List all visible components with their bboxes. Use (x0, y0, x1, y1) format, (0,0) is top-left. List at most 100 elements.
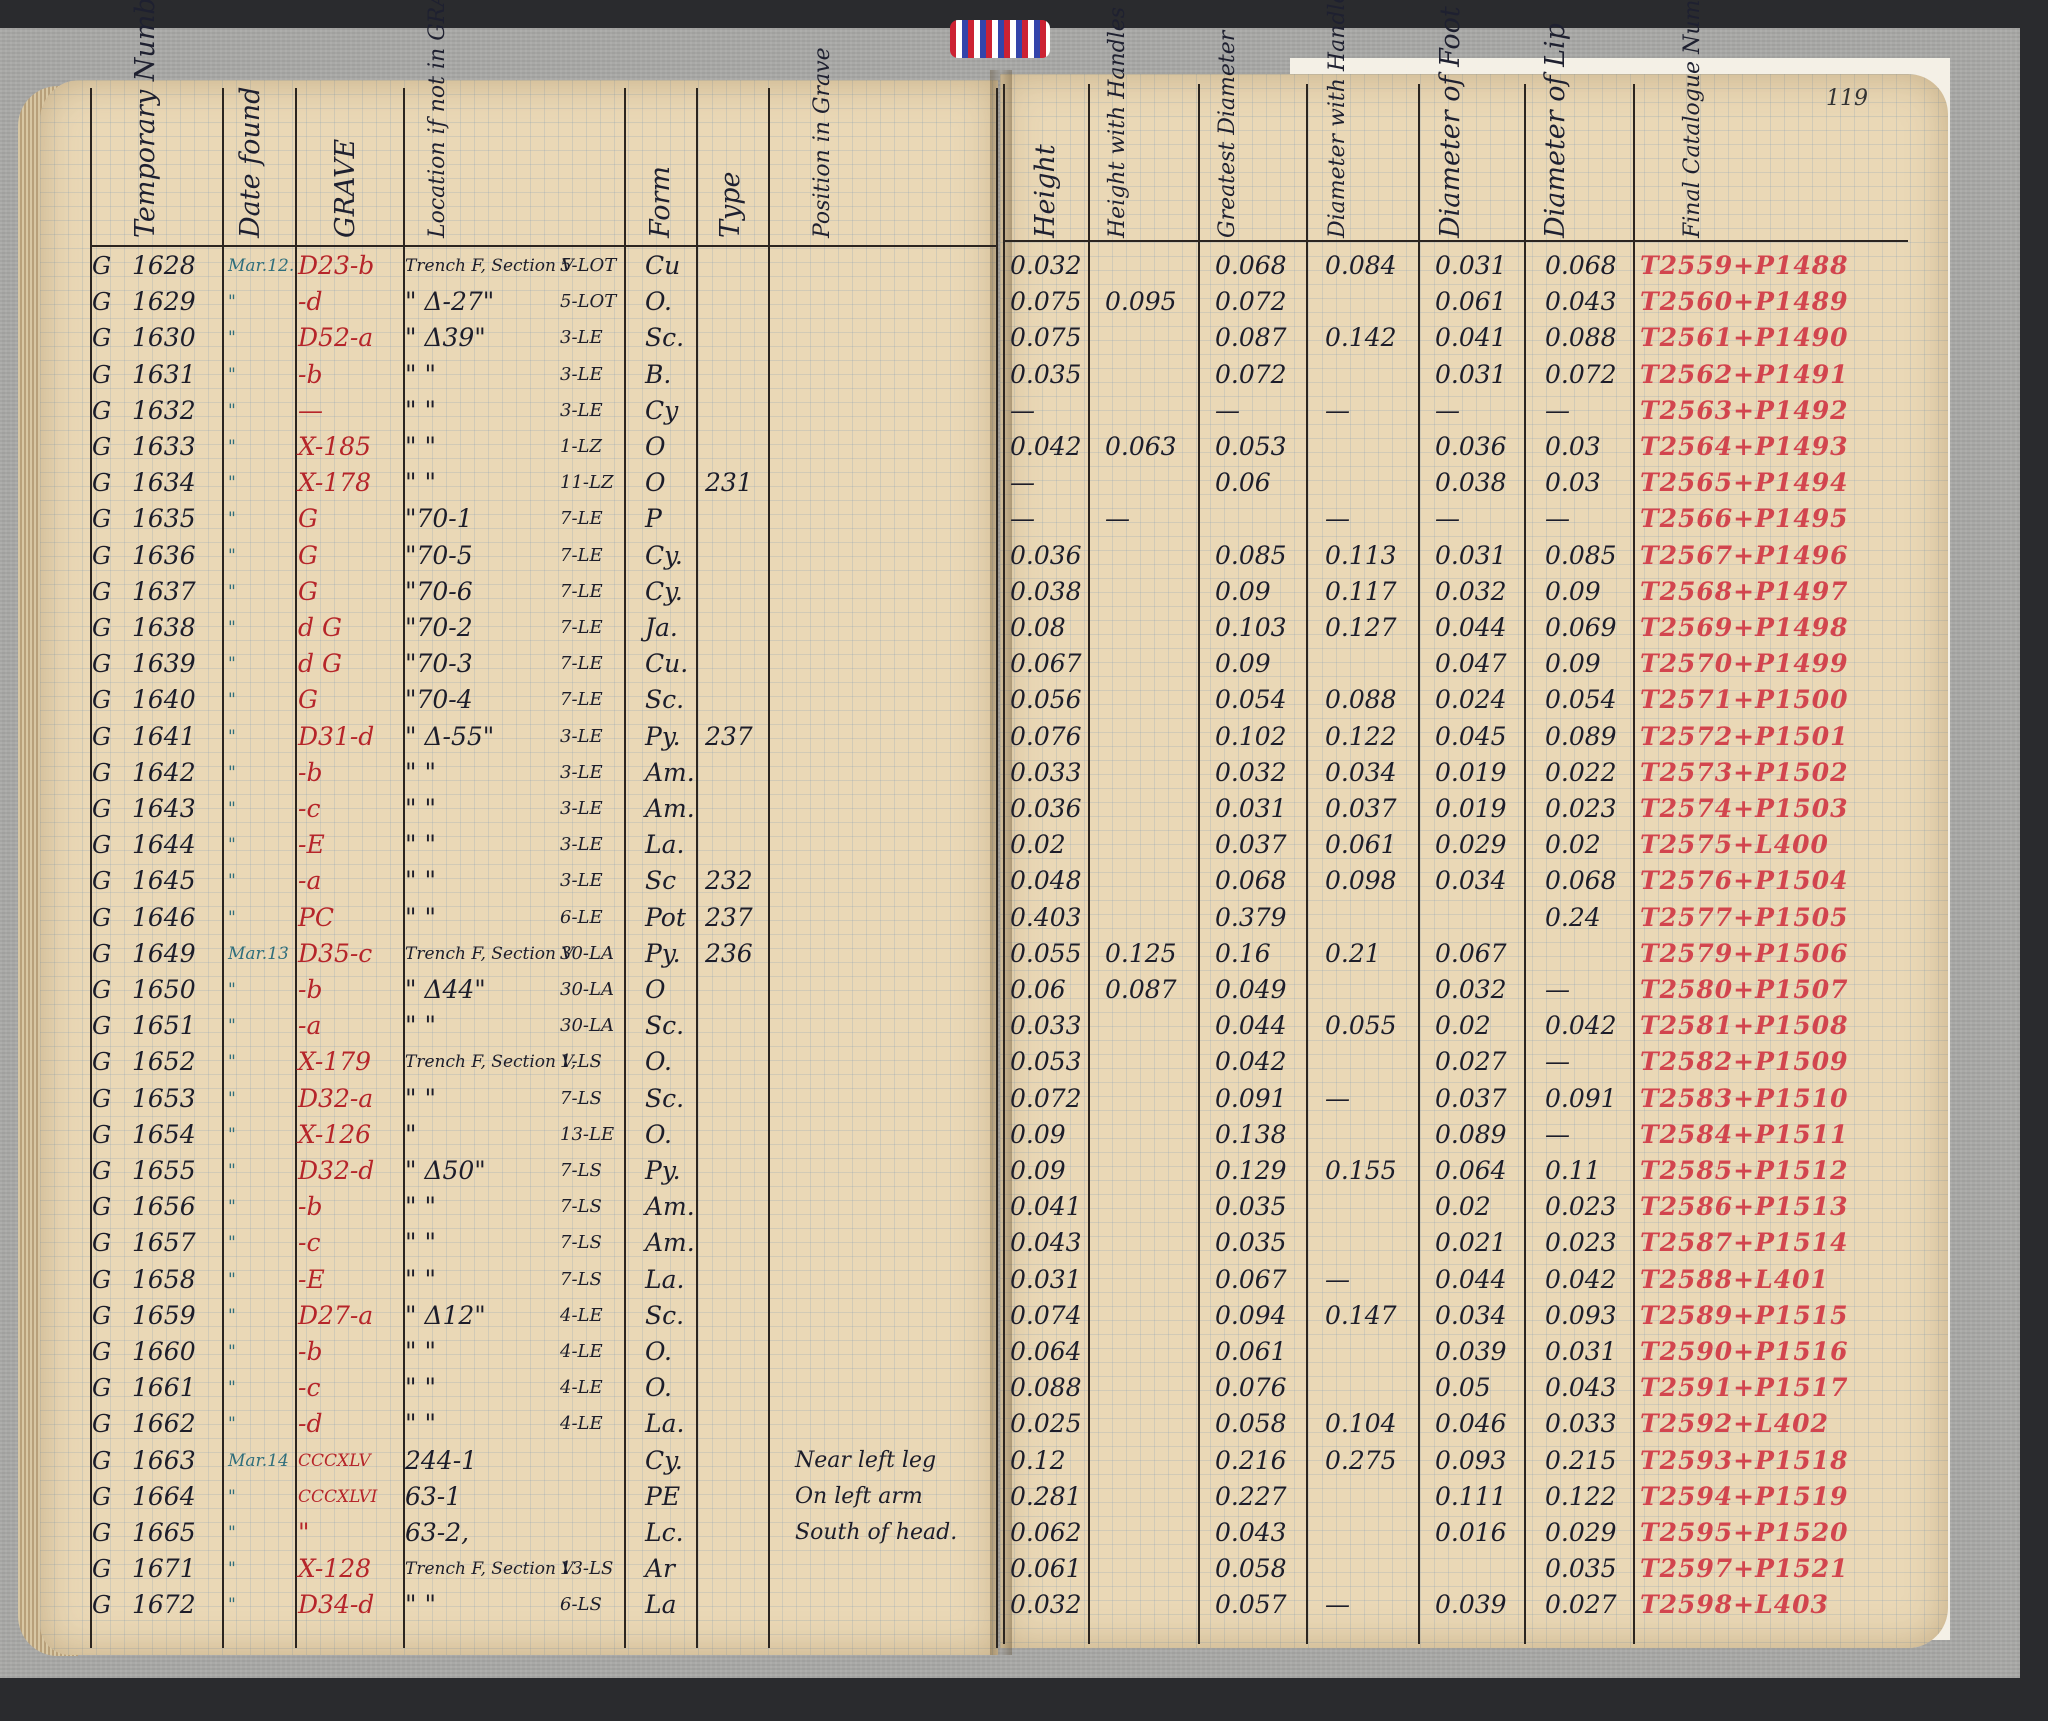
cell-form: La. (645, 830, 685, 860)
cell-grave: -c (298, 1373, 321, 1403)
cell-cat: T2568+P1497 (1640, 576, 1849, 606)
cell-date: " (228, 1486, 236, 1507)
cell-dh: — (1325, 1264, 1350, 1294)
cell-grave: D32-a (298, 1083, 374, 1113)
cell-loc: 63-1 (405, 1481, 462, 1511)
cell-grave: D34-d (298, 1590, 375, 1620)
cell-loc: "70-5 (405, 540, 473, 570)
cell-prefix: G (92, 1410, 112, 1439)
cell-form: Lc. (645, 1518, 684, 1547)
cell-loc: " " (405, 359, 436, 389)
cell-form: La. (645, 1409, 685, 1439)
cell-prefix: G (92, 577, 112, 606)
cell-num: 1646 (132, 902, 196, 932)
column-rule (624, 88, 626, 1648)
column-rule (1306, 84, 1308, 1644)
cell-h: 0.061 (1010, 1554, 1082, 1584)
cell-grave: G (298, 576, 318, 606)
cell-form: O (645, 432, 666, 461)
cell-date: " (228, 437, 236, 457)
book-gutter (990, 70, 1012, 1655)
cell-prefix: G (92, 758, 112, 787)
cell-h: 0.075 (1010, 287, 1082, 317)
right-page (1000, 74, 1948, 1648)
cell-locn: 7-LS (560, 1196, 602, 1218)
cell-prefix: G (92, 1012, 112, 1041)
cell-locn: 4-LE (560, 1304, 603, 1326)
cell-h: — (1010, 395, 1035, 425)
cell-df: 0.064 (1435, 1156, 1507, 1185)
cell-locn: 5-LOT (560, 291, 617, 313)
cell-h: 0.02 (1010, 830, 1066, 860)
cell-grave: -a (298, 866, 322, 896)
cell-grave: -a (298, 1011, 322, 1041)
cell-date: " (228, 1595, 236, 1616)
cell-df: 0.044 (1435, 613, 1507, 642)
cell-h: 0.053 (1010, 1047, 1082, 1077)
cell-num: 1672 (132, 1590, 196, 1620)
cell-locn: 7-LE (560, 580, 603, 602)
cell-gd: 0.138 (1215, 1119, 1287, 1149)
cell-h: — (1010, 504, 1035, 534)
cell-locn: 1-LS (560, 1051, 602, 1073)
cell-prefix: G (92, 650, 112, 679)
cell-h: 0.076 (1010, 721, 1082, 751)
cell-dl: 0.24 (1545, 902, 1601, 932)
cell-form: Cu. (645, 649, 689, 679)
cell-h: 0.09 (1010, 1156, 1066, 1185)
cell-num: 1643 (132, 794, 196, 823)
cell-num: 1634 (132, 468, 196, 498)
cell-num: 1635 (132, 504, 196, 534)
cell-form: B. (645, 359, 672, 389)
cell-gd: 0.035 (1215, 1228, 1287, 1258)
cell-loc: " " (405, 468, 436, 498)
cell-cat: T2583+P1510 (1640, 1083, 1849, 1113)
cell-gd: 0.102 (1215, 721, 1287, 751)
cell-loc: 244-1 (405, 1445, 478, 1475)
cell-cat: T2571+P1500 (1640, 685, 1849, 715)
cell-prefix: G (92, 903, 112, 932)
cell-form: Py. (645, 721, 681, 751)
cell-date: " (228, 1342, 236, 1362)
cell-gd: 0.094 (1215, 1300, 1287, 1330)
cell-h: 0.032 (1010, 251, 1082, 280)
cell-form: Cy. (645, 1445, 683, 1475)
cell-form: Py. (645, 1156, 681, 1185)
cell-dl: 0.022 (1545, 757, 1617, 787)
cell-prefix: G (92, 324, 112, 353)
cell-grave: d G (298, 649, 342, 679)
cell-grave: D32-d (298, 1156, 375, 1185)
cell-cat: T2590+P1516 (1640, 1337, 1849, 1366)
cell-prefix: G (92, 1265, 112, 1294)
column-rule (768, 88, 770, 1648)
cell-form: Sc (645, 866, 677, 896)
cell-df: 0.05 (1435, 1373, 1491, 1403)
cell-grave: -b (298, 757, 323, 787)
cell-date: " (228, 799, 236, 819)
cell-gd: 0.072 (1215, 359, 1287, 389)
cell-date: Mar.13 (228, 943, 289, 964)
cell-cat: T2563+P1492 (1640, 395, 1849, 425)
cell-loc: " Δ50" (405, 1156, 486, 1185)
cell-grave: — (298, 395, 323, 425)
cell-cat: T2587+P1514 (1640, 1228, 1849, 1258)
cell-num: 1644 (132, 830, 196, 860)
cell-date: " (228, 1523, 236, 1543)
cell-loc: " " (405, 757, 436, 787)
cell-df: 0.021 (1435, 1228, 1507, 1258)
cell-gd: 0.09 (1215, 649, 1271, 679)
cell-cat: T2593+P1518 (1640, 1445, 1849, 1475)
cell-h: 0.088 (1010, 1373, 1082, 1403)
cell-dl: — (1545, 1047, 1570, 1077)
cell-prefix: G (92, 939, 112, 968)
cell-dh: 0.21 (1325, 938, 1381, 968)
cell-grave: D52-a (298, 323, 374, 353)
cell-h: 0.072 (1010, 1083, 1082, 1113)
cell-df: 0.061 (1435, 287, 1507, 317)
cell-gd: 0.043 (1215, 1518, 1287, 1547)
cell-num: 1664 (132, 1481, 196, 1511)
cell-loc: " Δ39" (405, 323, 486, 353)
cell-date: " (228, 1161, 236, 1181)
cell-h: 0.09 (1010, 1119, 1066, 1149)
